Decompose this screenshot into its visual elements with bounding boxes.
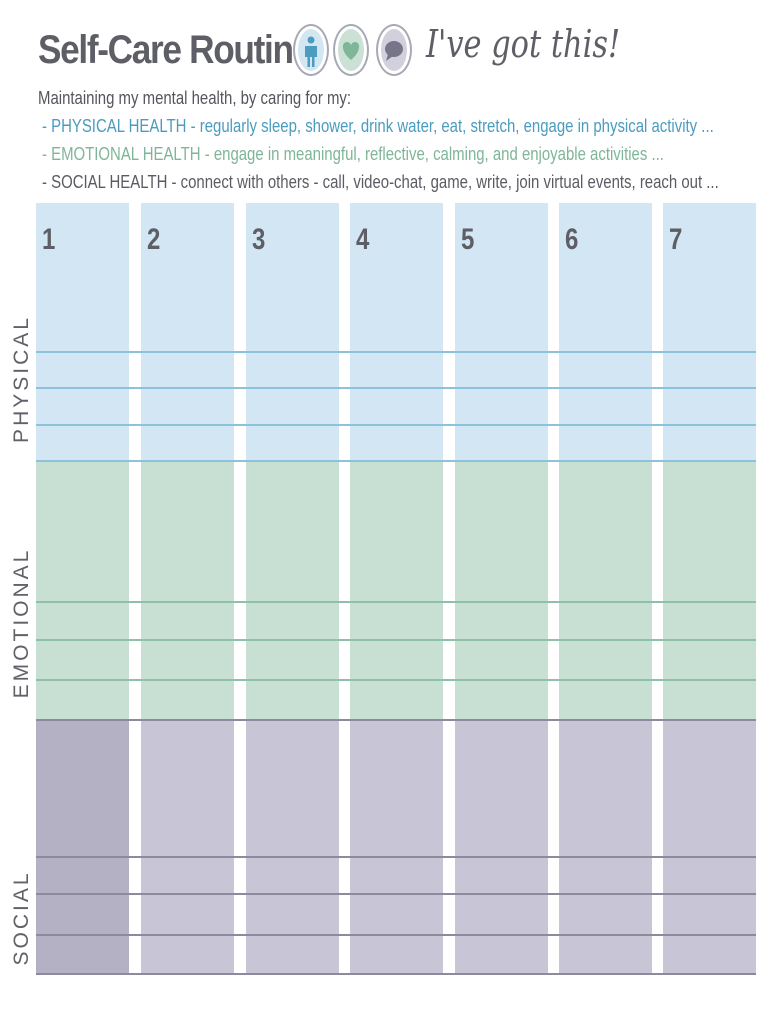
emotional-cell[interactable]	[559, 460, 652, 719]
social-cell[interactable]	[36, 719, 129, 975]
social-cell[interactable]	[559, 719, 652, 975]
social-cell[interactable]	[141, 719, 234, 975]
emotional-health-line: - EMOTIONAL HEALTH - engage in meaningfu…	[42, 144, 664, 164]
day-column: 7	[663, 203, 756, 975]
writing-line	[36, 934, 756, 936]
day-column: 1	[36, 203, 129, 975]
emotional-cell[interactable]	[663, 460, 756, 719]
speech-bubble-icon	[385, 41, 403, 61]
emotional-cell[interactable]	[36, 460, 129, 719]
section-divider	[36, 460, 756, 462]
writing-line	[36, 424, 756, 426]
social-cell[interactable]	[455, 719, 548, 975]
emotional-cell[interactable]	[350, 460, 443, 719]
header: Self-Care Routine I've got this!	[38, 22, 758, 82]
physical-cell[interactable]	[246, 203, 339, 460]
physical-cell[interactable]	[36, 203, 129, 460]
social-cell[interactable]	[350, 719, 443, 975]
day-number: 6	[565, 223, 579, 256]
emotional-cell[interactable]	[455, 460, 548, 719]
day-column: 6	[559, 203, 652, 975]
section-label-social: SOCIAL	[10, 869, 33, 966]
emotional-cell[interactable]	[141, 460, 234, 719]
physical-health-line: - PHYSICAL HEALTH - regularly sleep, sho…	[42, 116, 714, 136]
day-number: 2	[147, 223, 161, 256]
day-column: 3	[246, 203, 339, 975]
tagline: I've got this!	[426, 22, 621, 66]
heart-icon	[342, 42, 360, 60]
person-icon	[305, 36, 317, 67]
writing-line	[36, 351, 756, 353]
section-divider	[36, 719, 756, 721]
writing-line	[36, 893, 756, 895]
emotional-badge	[333, 24, 369, 76]
social-health-line: - SOCIAL HEALTH - connect with others - …	[42, 172, 719, 192]
physical-cell[interactable]	[455, 203, 548, 460]
page-title: Self-Care Routine	[38, 28, 312, 72]
physical-cell[interactable]	[663, 203, 756, 460]
writing-line	[36, 601, 756, 603]
section-label-physical: PHYSICAL	[10, 315, 33, 443]
day-number: 4	[356, 223, 370, 256]
social-badge	[376, 24, 412, 76]
physical-cell[interactable]	[559, 203, 652, 460]
day-column: 2	[141, 203, 234, 975]
intro-text: Maintaining my mental health, by caring …	[38, 88, 352, 108]
physical-cell[interactable]	[350, 203, 443, 460]
social-cell[interactable]	[663, 719, 756, 975]
day-column: 4	[350, 203, 443, 975]
writing-line	[36, 856, 756, 858]
section-label-emotional: EMOTIONAL	[10, 547, 33, 699]
day-number: 7	[669, 223, 683, 256]
routine-grid: 1 2 3 4 5 6 7	[36, 203, 756, 975]
writing-line	[36, 639, 756, 641]
social-cell[interactable]	[246, 719, 339, 975]
day-number: 3	[252, 223, 266, 256]
emotional-cell[interactable]	[246, 460, 339, 719]
writing-line	[36, 679, 756, 681]
physical-badge	[293, 24, 329, 76]
bottom-border	[36, 973, 756, 975]
physical-cell[interactable]	[141, 203, 234, 460]
day-number: 1	[42, 223, 56, 256]
day-number: 5	[461, 223, 475, 256]
writing-line	[36, 387, 756, 389]
day-column: 5	[455, 203, 548, 975]
